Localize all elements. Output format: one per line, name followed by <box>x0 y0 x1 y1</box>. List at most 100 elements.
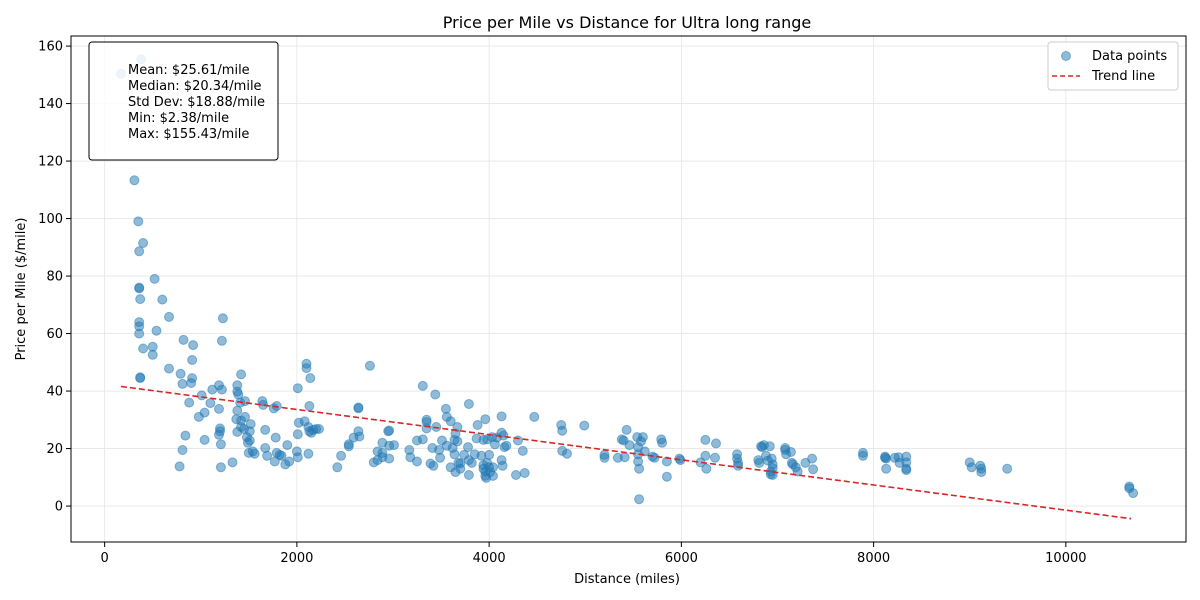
data-point <box>174 461 185 472</box>
data-point <box>435 452 446 463</box>
data-point <box>557 425 568 436</box>
data-point <box>134 246 145 257</box>
data-point <box>497 460 508 471</box>
data-point <box>901 465 912 476</box>
data-point <box>463 470 474 480</box>
data-point <box>149 273 160 284</box>
x-axis-ticks: 0 2000 4000 6000 8000 10000 <box>101 542 1087 566</box>
data-point <box>214 429 224 440</box>
data-point <box>292 452 303 463</box>
data-point <box>700 434 711 445</box>
data-point <box>412 456 422 467</box>
data-point <box>562 448 572 459</box>
data-point <box>700 450 711 461</box>
data-point <box>178 334 189 345</box>
data-point <box>244 435 255 446</box>
data-point <box>336 450 347 461</box>
data-point <box>807 453 818 464</box>
data-point <box>217 313 228 324</box>
grid-lines <box>71 36 1186 542</box>
data-point <box>343 439 354 450</box>
data-point <box>236 369 247 380</box>
data-point <box>129 175 140 186</box>
data-point <box>484 449 495 460</box>
data-point <box>711 438 721 449</box>
data-point <box>858 450 868 461</box>
data-point <box>332 462 343 473</box>
legend-points-marker <box>1061 51 1071 61</box>
stats-min: Min: $2.38/mile <box>128 111 229 126</box>
data-point <box>701 463 712 474</box>
y-tick-label: 120 <box>38 155 63 170</box>
legend-label-trend: Trend line <box>1091 69 1155 84</box>
data-point <box>384 425 395 436</box>
data-point <box>501 440 512 451</box>
data-point <box>135 294 146 305</box>
data-point <box>417 434 428 445</box>
data-point <box>599 452 610 463</box>
data-point <box>199 434 210 445</box>
data-point <box>754 457 765 468</box>
data-point <box>304 401 315 411</box>
data-point <box>710 452 720 463</box>
data-point <box>186 378 197 388</box>
data-point <box>637 432 648 443</box>
data-point <box>661 456 672 467</box>
data-point <box>215 462 226 473</box>
data-point <box>303 448 314 459</box>
data-point <box>480 414 491 425</box>
data-point <box>881 463 892 474</box>
data-point <box>314 424 324 434</box>
data-point <box>199 407 210 418</box>
data-point <box>135 373 146 384</box>
data-point <box>301 363 312 374</box>
data-point <box>164 363 174 374</box>
y-tick-label: 40 <box>46 385 63 400</box>
data-point <box>634 494 645 505</box>
data-point <box>496 411 507 422</box>
data-point <box>1002 463 1013 474</box>
data-point <box>353 402 364 413</box>
stats-std-dev: Std Dev: $18.88/mile <box>128 95 265 110</box>
data-point <box>639 446 650 457</box>
data-point <box>354 431 365 442</box>
data-point <box>205 398 216 409</box>
data-point <box>463 442 473 453</box>
data-point <box>214 403 224 414</box>
data-point <box>292 383 303 394</box>
x-tick-label: 2000 <box>280 551 313 566</box>
data-point <box>452 436 463 447</box>
data-point <box>881 453 892 464</box>
chart-title: Price per Mile vs Distance for Ultra lon… <box>443 13 811 32</box>
y-tick-label: 140 <box>38 97 63 112</box>
y-tick-label: 80 <box>46 270 63 285</box>
data-point <box>227 457 238 468</box>
data-point <box>1128 488 1139 499</box>
data-point <box>417 380 428 391</box>
data-point <box>455 458 466 469</box>
data-point <box>262 450 273 461</box>
data-point <box>466 457 477 468</box>
plot-frame <box>70 35 1187 543</box>
x-tick-label: 10000 <box>1045 551 1086 566</box>
data-point <box>232 426 243 437</box>
data-point <box>445 416 456 427</box>
data-point <box>488 462 498 473</box>
stats-max: Max: $155.43/mile <box>128 127 249 142</box>
data-point <box>634 463 645 474</box>
data-point <box>619 452 630 463</box>
y-tick-label: 160 <box>38 40 63 55</box>
data-point <box>180 430 191 441</box>
data-point <box>133 216 144 227</box>
data-point <box>792 466 803 477</box>
data-point <box>270 432 281 443</box>
data-point <box>240 411 250 422</box>
data-point <box>785 447 796 457</box>
data-point <box>282 440 293 451</box>
data-point <box>138 238 149 248</box>
trend-line <box>120 385 1132 520</box>
y-tick-label: 0 <box>55 500 63 515</box>
data-point <box>529 411 540 422</box>
data-point <box>177 445 188 455</box>
